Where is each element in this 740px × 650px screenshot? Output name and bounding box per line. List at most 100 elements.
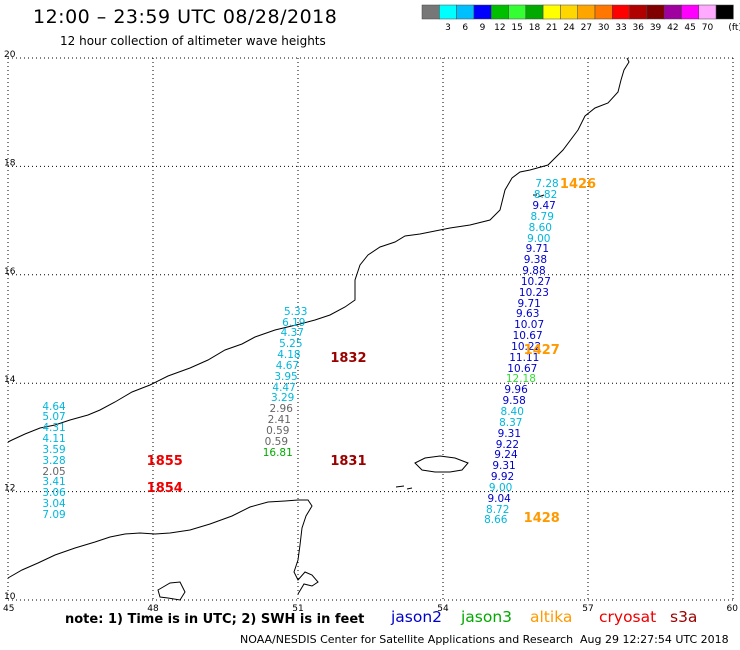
wave-height-value: 9.58: [502, 395, 526, 408]
scale-label: 39: [650, 23, 662, 33]
wave-height-value: 3.41: [42, 476, 66, 489]
wave-height-value: 5.07: [42, 411, 66, 424]
wave-height-value: 9.63: [516, 308, 540, 321]
satellite-altika: altika: [530, 608, 573, 626]
coastline-somalia: [7, 499, 319, 595]
scale-label: 27: [581, 23, 592, 33]
wave-height-value: 9.71: [525, 243, 550, 256]
longitude-tick: 57: [582, 604, 593, 614]
wave-height-value: 7.09: [42, 508, 66, 521]
footer-note: note: 1) Time is in UTC; 2) SWH is in fe…: [65, 612, 365, 627]
latitude-tick: 16: [4, 267, 16, 277]
pass-time: 1854: [146, 480, 183, 496]
abd-al-kuri-island: [395, 485, 413, 490]
longitude-tick: 54: [437, 604, 449, 614]
lat-lon-grid: [7, 57, 734, 601]
latitude-tick: 12: [4, 484, 15, 494]
longitude-tick-labels: 45 48 51 54 57 60: [3, 604, 738, 614]
scale-label: 6: [462, 23, 468, 33]
wave-height-value: 0.59: [264, 435, 289, 448]
somali-coast-inlet: [157, 581, 186, 601]
wave-height-value: 8.37: [499, 416, 523, 429]
pass-time: 1427: [523, 342, 560, 358]
satellite-s3a: s3a: [670, 608, 698, 626]
wave-height-value: 8.72: [486, 503, 510, 516]
wave-height-value: 6.19: [282, 316, 306, 329]
wave-height-value: 10.67: [507, 362, 538, 375]
wave-height-value: 2.41: [267, 414, 291, 427]
coastline-arabia: [7, 57, 630, 443]
wave-height-value: 11.11: [509, 351, 540, 364]
wave-height-value: 5.25: [279, 338, 303, 351]
wave-height-value: 4.11: [42, 433, 66, 446]
wave-height-value: 9.71: [517, 297, 541, 310]
wave-height-value: 9.92: [490, 471, 515, 484]
wave-height-value: 16.81: [262, 446, 293, 459]
scale-label: 24: [563, 23, 575, 33]
satellite-jason3: jason3: [461, 608, 513, 626]
latitude-tick: 18: [4, 158, 16, 168]
map-title: 12:00 – 23:59 UTC 08/28/2018: [33, 6, 338, 28]
wave-height-value: 8.79: [530, 210, 554, 223]
latitude-tick: 14: [4, 375, 16, 385]
wave-height-value: 9.31: [492, 460, 516, 473]
longitude-tick: 48: [147, 604, 159, 614]
wave-height-value: 9.47: [532, 200, 556, 213]
wave-height-value: 3.06: [42, 487, 66, 500]
wave-height-value: 5.33: [284, 305, 308, 318]
wave-height-value: 4.64: [42, 400, 66, 413]
wave-height-value: 3.59: [42, 443, 66, 456]
scale-label: 12: [494, 23, 505, 33]
wave-height-value: 9.00: [527, 232, 551, 245]
wave-height-value: 4.67: [275, 359, 300, 372]
satellite-jason2: jason2: [391, 608, 443, 626]
scale-swatch: [715, 4, 734, 20]
wave-height-value: 10.22: [511, 340, 542, 353]
latitude-tick-labels: 20 18 16 14 12 10: [4, 50, 16, 602]
longitude-tick: 51: [292, 604, 303, 614]
wave-height-value: 2.96: [269, 403, 293, 416]
wave-height-value: 3.28: [42, 454, 66, 467]
wave-height-value: 10.23: [518, 286, 549, 299]
scale-label: 42: [667, 23, 678, 33]
longitude-tick: 60: [727, 604, 739, 614]
scale-label: 33: [615, 23, 626, 33]
wave-height-value: 9.22: [495, 438, 520, 451]
wave-height-value: 9.38: [523, 254, 548, 267]
wave-height-value: 10.67: [512, 330, 543, 343]
wave-height-value: 8.40: [500, 406, 524, 418]
scale-label: 9: [480, 23, 486, 33]
wave-height-value: 4.18: [277, 349, 301, 362]
wave-height-value: 9.96: [504, 384, 528, 397]
wave-height-value: 9.31: [497, 427, 522, 440]
wave-height-value: 3.29: [270, 392, 295, 405]
wave-height-value: 8.82: [533, 189, 558, 202]
wave-height-value: 4.31: [42, 422, 66, 435]
wave-height-value: 4.37: [280, 327, 304, 340]
pass-time: 1831: [330, 453, 367, 469]
scale-label: 21: [546, 23, 557, 33]
wave-height-value: 7.28: [535, 178, 559, 191]
pass-time: 1428: [523, 510, 560, 526]
wave-height-value: 9.00: [488, 481, 513, 494]
scale-label: 30: [598, 23, 610, 33]
wave-height-value: 10.07: [514, 319, 545, 332]
small-islands: [533, 194, 545, 198]
satellite-cryosat: cryosat: [599, 608, 657, 626]
wave-height-value: 10.27: [520, 275, 551, 288]
wave-height-value: 8.60: [528, 221, 552, 234]
socotra-island: [414, 455, 469, 473]
scale-label: 15: [511, 23, 522, 33]
wave-height-value: 9.04: [487, 492, 511, 505]
longitude-tick: 45: [3, 604, 14, 614]
scale-label: 70: [702, 23, 714, 33]
pass-time: 1855: [146, 453, 183, 469]
pass-time: 1832: [330, 350, 367, 366]
latitude-tick: 10: [4, 592, 16, 602]
latitude-tick: 20: [4, 50, 16, 60]
generation-timestamp: Aug 29 12:27:54 UTC 2018: [580, 633, 729, 646]
wave-height-value: 3.04: [42, 498, 66, 511]
wave-height-value: 2.05: [42, 465, 66, 478]
wave-height-value: 9.24: [494, 449, 518, 462]
